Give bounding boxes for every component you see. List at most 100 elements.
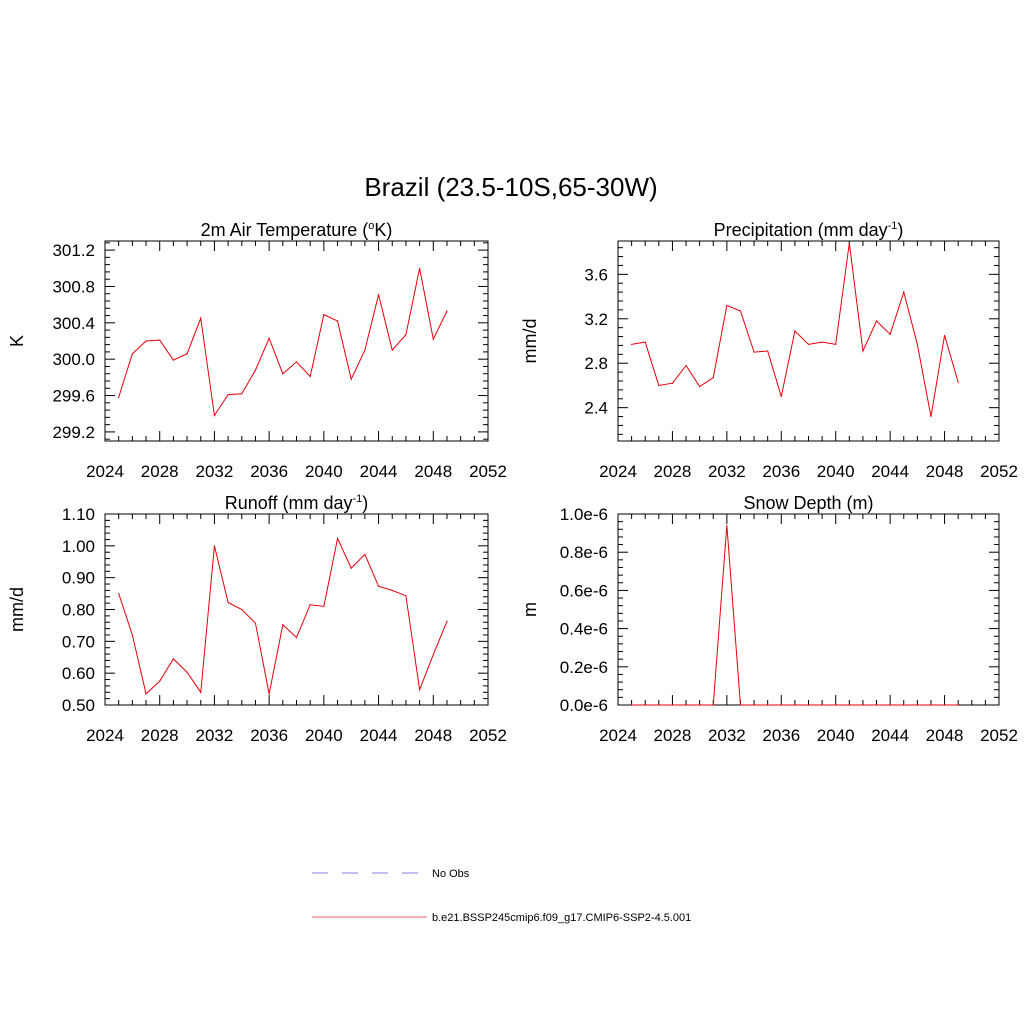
data-point: [241, 393, 243, 395]
data-point: [377, 585, 380, 587]
data-point: [295, 361, 298, 363]
x-tick-label: 2052: [980, 462, 1018, 481]
x-tick-label: 2052: [469, 726, 507, 745]
y-tick-label: 0.50: [62, 696, 95, 715]
data-point: [268, 337, 270, 339]
y-tick-label: 0.70: [62, 632, 95, 651]
data-point: [159, 339, 161, 341]
data-point: [172, 359, 174, 361]
x-tick-label: 2040: [305, 462, 343, 481]
data-point: [377, 294, 380, 296]
x-tick-label: 2036: [762, 462, 800, 481]
data-point: [671, 704, 674, 706]
data-point: [432, 338, 434, 340]
data-point: [753, 704, 755, 706]
chart-panel-3: Runoff (mm day-1) mm/d 2024 2028 2032 2036 204…: [7, 493, 507, 745]
x-tick-label: 2040: [305, 726, 343, 745]
data-point: [419, 689, 421, 691]
data-point: [241, 608, 243, 611]
data-point: [848, 242, 850, 244]
data-point: [767, 704, 769, 706]
data-point: [807, 343, 810, 345]
legend: No Obs b.e21.BSSP245cmip6.f09_g17.CMIP6-S…: [312, 868, 691, 924]
x-tick-label: 2052: [980, 726, 1018, 745]
data-point: [685, 704, 687, 706]
y-tick-label: 1.00: [62, 537, 95, 556]
data-point: [726, 524, 728, 527]
x-tick-label: 2048: [926, 462, 964, 481]
x-tick-label: 2032: [708, 726, 746, 745]
data-point: [254, 622, 257, 624]
data-point: [658, 384, 660, 387]
legend-item-2: b.e21.BSSP245cmip6.f09_g17.CMIP6-SSP2-4.…: [312, 912, 691, 924]
data-point: [350, 567, 352, 569]
data-point: [739, 310, 742, 312]
data-point: [268, 693, 270, 695]
data-point: [227, 394, 229, 396]
panel-title: 2m Air Temperature (oK): [201, 220, 393, 240]
x-tick-label: 2052: [469, 462, 507, 481]
data-point: [862, 704, 864, 706]
data-point: [213, 414, 216, 417]
x-tick-label: 2044: [871, 726, 909, 745]
data-point: [821, 704, 823, 706]
data-point: [336, 537, 339, 540]
data-point: [282, 624, 284, 626]
data-point: [658, 704, 660, 706]
data-point: [364, 349, 366, 351]
data-point: [200, 691, 202, 693]
data-point: [131, 634, 133, 636]
y-tick-label: 299.2: [52, 423, 95, 442]
data-point: [916, 704, 918, 706]
data-point: [889, 704, 891, 706]
data-point: [145, 693, 147, 695]
y-tick-label: 301.2: [52, 241, 95, 260]
data-point: [712, 377, 714, 379]
x-tick-label: 2024: [86, 726, 124, 745]
data-point: [712, 704, 714, 706]
data-point: [350, 378, 352, 380]
data-point: [364, 553, 366, 556]
y-tick-label: 300.4: [52, 314, 95, 333]
data-point: [903, 704, 905, 706]
data-point: [159, 680, 161, 682]
y-tick-label: 0.80: [62, 601, 95, 620]
y-tick-label: 0.4e-6: [560, 620, 608, 639]
data-point: [405, 595, 407, 597]
plot-frame: [104, 240, 489, 442]
data-point: [391, 349, 393, 351]
data-point: [943, 334, 946, 337]
y-tick-label: 0.8e-6: [560, 543, 608, 562]
y-tick-label: 0.60: [62, 664, 95, 683]
data-point: [821, 341, 823, 343]
panel-title: Precipitation (mm day-1): [714, 220, 904, 240]
data-point: [835, 343, 837, 345]
plot-frame: [617, 513, 1000, 706]
data-point: [862, 350, 864, 352]
y-tick-label: 3.2: [584, 310, 608, 329]
series-line: [631, 243, 959, 417]
data-point: [767, 350, 769, 352]
x-tick-label: 2040: [817, 726, 855, 745]
data-point: [943, 704, 946, 706]
data-point: [295, 636, 298, 639]
y-tick-label: 3.6: [584, 265, 608, 284]
data-point: [671, 382, 674, 384]
x-tick-label: 2044: [360, 462, 398, 481]
x-tick-label: 2048: [414, 726, 452, 745]
data-point: [309, 604, 311, 606]
x-tick-label: 2048: [414, 462, 452, 481]
data-point: [957, 381, 959, 383]
figure-title: Brazil (23.5-10S,65-30W): [364, 172, 657, 202]
data-point: [145, 340, 147, 342]
x-tick-label: 2040: [817, 462, 855, 481]
series-line: [631, 525, 959, 706]
x-tick-label: 2036: [250, 462, 288, 481]
x-tick-label: 2044: [360, 726, 398, 745]
y-tick-label: 1.10: [62, 505, 95, 524]
data-point: [875, 704, 878, 706]
data-point: [699, 385, 701, 388]
data-point: [446, 620, 448, 622]
plot-frame: [617, 240, 1000, 442]
